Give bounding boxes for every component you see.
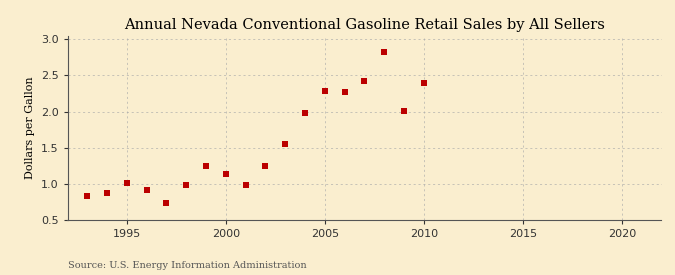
Point	[359, 79, 370, 84]
Point	[280, 142, 291, 146]
Point	[260, 164, 271, 168]
Point	[340, 90, 350, 94]
Point	[399, 109, 410, 113]
Point	[122, 181, 132, 185]
Point	[300, 111, 310, 115]
Point	[181, 182, 192, 187]
Point	[319, 89, 330, 93]
Point	[240, 183, 251, 188]
Text: Source: U.S. Energy Information Administration: Source: U.S. Energy Information Administ…	[68, 260, 306, 270]
Point	[200, 164, 211, 168]
Point	[141, 188, 152, 192]
Title: Annual Nevada Conventional Gasoline Retail Sales by All Sellers: Annual Nevada Conventional Gasoline Reta…	[124, 18, 605, 32]
Point	[379, 50, 389, 54]
Y-axis label: Dollars per Gallon: Dollars per Gallon	[25, 76, 35, 179]
Point	[221, 172, 232, 177]
Point	[82, 194, 92, 198]
Point	[418, 81, 429, 85]
Point	[161, 200, 172, 205]
Point	[102, 191, 113, 196]
